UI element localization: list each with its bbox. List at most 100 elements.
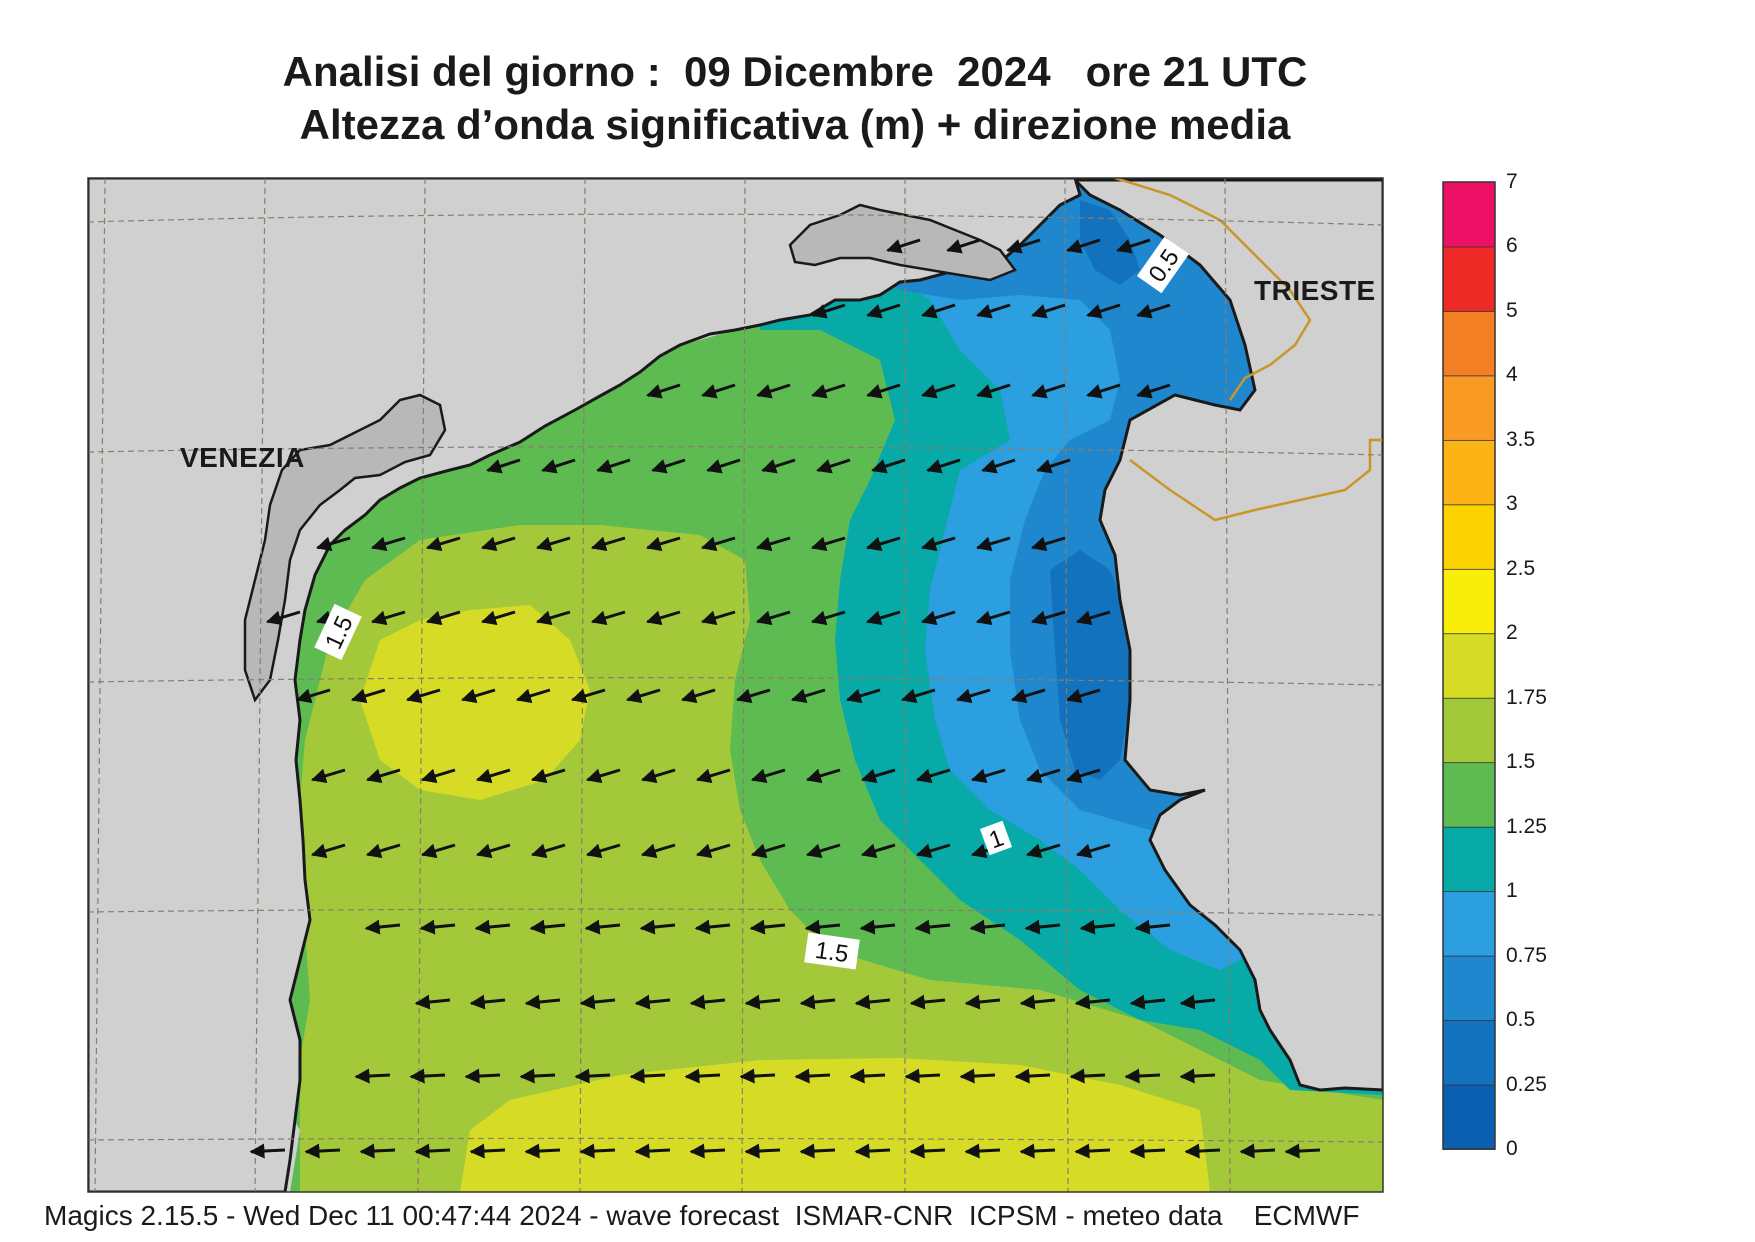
direction-arrow: [420, 768, 456, 784]
land-north-coast: [88, 178, 1082, 1192]
direction-arrow: [460, 688, 496, 704]
direction-arrow: [810, 536, 846, 552]
legend-swatch: [1442, 503, 1496, 570]
direction-arrow: [1074, 994, 1111, 1010]
direction-arrow: [409, 1068, 446, 1084]
direction-arrow: [639, 919, 676, 935]
direction-arrow: [1179, 994, 1216, 1010]
direction-arrow: [651, 458, 686, 474]
map-frame: [87, 177, 1384, 1193]
legend-level-label: 2: [1506, 621, 1518, 645]
legend-swatch: [1442, 632, 1496, 699]
direction-arrow: [1019, 1143, 1056, 1159]
legend-swatch: [1442, 955, 1496, 1021]
direction-arrow: [475, 843, 511, 859]
direction-arrow: [425, 610, 461, 626]
direction-arrow: [1010, 688, 1046, 704]
direction-arrow: [585, 768, 621, 784]
direction-arrow: [304, 1143, 341, 1159]
direction-arrow: [474, 919, 511, 935]
direction-arrow: [515, 688, 551, 704]
direction-arrow: [1129, 1143, 1166, 1159]
direction-arrow: [756, 383, 791, 399]
direction-arrow: [975, 610, 1011, 626]
direction-arrow: [590, 536, 626, 552]
direction-arrow: [970, 768, 1006, 784]
direction-arrow: [959, 1068, 996, 1084]
direction-arrow: [865, 536, 901, 552]
direction-arrow: [871, 458, 906, 474]
direction-arrow: [900, 688, 936, 704]
direction-arrow: [706, 458, 741, 474]
direction-arrow: [920, 610, 956, 626]
legend-level-label: 0.75: [1506, 943, 1547, 967]
direction-arrow: [794, 1068, 831, 1084]
direction-arrow: [1284, 1143, 1321, 1159]
direction-arrow: [926, 458, 961, 474]
direction-arrow: [1124, 1068, 1161, 1084]
legend-swatch: [1442, 1084, 1496, 1150]
legend-swatch: [1442, 697, 1496, 764]
direction-arrow: [365, 843, 401, 859]
map-title: Analisi del giorno : 09 Dicembre 2024 or…: [282, 48, 1308, 95]
direction-arrow: [1179, 1068, 1216, 1084]
direction-arrow: [755, 536, 791, 552]
direction-arrow: [469, 1143, 506, 1159]
direction-arrow: [365, 768, 401, 784]
direction-arrow: [886, 238, 921, 254]
legend-level-label: 1.25: [1506, 814, 1547, 838]
direction-arrow: [1066, 238, 1101, 254]
direction-arrow: [364, 919, 401, 935]
legend-swatch: [1442, 826, 1496, 893]
direction-arrow: [750, 843, 786, 859]
direction-arrow: [790, 688, 826, 704]
legend-level-label: 1.75: [1506, 685, 1547, 709]
direction-arrow: [866, 383, 901, 399]
map-area: 0.5 1.5 1 1.5: [88, 178, 1383, 1192]
direction-arrow: [695, 768, 731, 784]
legend-swatch: [1442, 568, 1496, 635]
direction-arrow: [530, 768, 566, 784]
direction-arrow: [811, 303, 846, 319]
country-border: [1114, 178, 1312, 401]
direction-arrow: [969, 919, 1006, 935]
direction-arrow: [804, 919, 841, 935]
direction-arrow: [480, 536, 516, 552]
contour-label-1: 1: [979, 820, 1013, 856]
direction-arrow: [1184, 1143, 1221, 1159]
legend-level-label: 3.5: [1506, 427, 1536, 451]
direction-arrow: [469, 994, 506, 1010]
direction-arrow: [811, 383, 846, 399]
legend-level-label: 3: [1506, 492, 1518, 516]
direction-arrow: [295, 688, 331, 704]
direction-arrow: [909, 994, 946, 1010]
direction-arrow: [860, 843, 896, 859]
direction-arrow: [1006, 238, 1041, 254]
legend-level-label: 7: [1506, 170, 1518, 193]
direction-arrow: [419, 919, 456, 935]
direction-arrow: [964, 994, 1001, 1010]
direction-arrow: [684, 1068, 721, 1084]
legend-swatch: [1442, 439, 1496, 506]
direction-arrow: [1239, 1143, 1276, 1159]
direction-arrow: [570, 688, 606, 704]
direction-arrow: [414, 994, 451, 1010]
direction-arrow: [519, 1068, 556, 1084]
direction-arrow: [749, 919, 786, 935]
sea-band-0.25: [1050, 550, 1130, 780]
direction-arrow: [310, 843, 346, 859]
direction-arrow: [799, 1143, 836, 1159]
direction-arrow: [1136, 383, 1171, 399]
direction-arrow: [530, 843, 566, 859]
direction-arrow: [964, 1143, 1001, 1159]
direction-arrow: [634, 1143, 671, 1159]
direction-arrow: [695, 843, 731, 859]
direction-arrow: [590, 610, 626, 626]
direction-arrow: [265, 610, 301, 626]
direction-arrow: [1036, 458, 1071, 474]
direction-arrow: [744, 994, 781, 1010]
direction-arrow: [1074, 1143, 1111, 1159]
direction-arrow: [1086, 303, 1121, 319]
direction-arrow: [405, 688, 441, 704]
direction-arrow: [920, 536, 956, 552]
